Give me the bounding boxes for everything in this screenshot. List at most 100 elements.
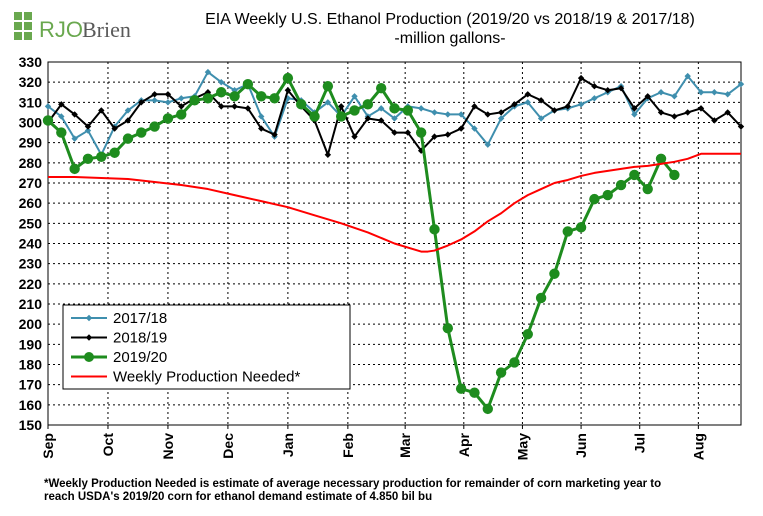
data-point (577, 74, 585, 82)
data-point (564, 103, 571, 110)
x-tick-label: Sep (40, 433, 56, 459)
y-tick-label: 190 (19, 336, 43, 352)
data-point (271, 131, 278, 138)
chart-subtitle: -million gallons- (394, 30, 506, 47)
data-point (631, 105, 638, 112)
y-tick-label: 270 (19, 175, 43, 191)
data-point (471, 103, 478, 110)
data-point (497, 109, 505, 116)
y-tick-label: 160 (19, 397, 43, 413)
data-point (364, 115, 372, 122)
legend-item: Weekly Production Needed* (71, 369, 300, 386)
data-point (216, 87, 227, 98)
data-point (231, 103, 238, 110)
data-point (71, 135, 78, 142)
data-point (591, 83, 598, 90)
x-tick-label: Jun (573, 433, 589, 458)
data-point (42, 115, 54, 126)
data-point (711, 117, 718, 124)
data-point (324, 99, 332, 106)
data-point (549, 268, 560, 279)
data-point (98, 107, 105, 114)
data-point (444, 131, 452, 138)
data-point (497, 115, 505, 122)
series-weekly-production-needed- (48, 152, 741, 253)
data-point (391, 129, 398, 136)
ethanol-production-chart: 150 160 170 180 190 200 210 220 230 240 250 260 270 2… (19, 54, 745, 460)
data-point (335, 111, 347, 122)
data-point (149, 121, 160, 132)
y-tick-label: 310 (19, 94, 43, 110)
y-tick-label: 150 (19, 417, 43, 433)
data-point (671, 113, 678, 120)
legend-swatch-marker (85, 334, 93, 341)
data-point (349, 105, 360, 116)
data-point (684, 72, 691, 80)
data-point (509, 357, 520, 368)
legend-swatch-marker (84, 352, 94, 362)
data-point (56, 127, 67, 138)
data-point (711, 89, 718, 96)
x-tick-label: Jul (632, 433, 648, 453)
x-tick-label: May (514, 433, 530, 460)
data-point (296, 99, 307, 110)
logo-text-rjo: RJO (39, 17, 83, 42)
y-tick-label: 290 (19, 135, 43, 151)
data-point (724, 109, 731, 116)
data-point (615, 179, 627, 191)
data-point (324, 151, 332, 158)
legend-label: 2019/20 (113, 349, 167, 366)
data-point (69, 163, 80, 175)
data-point (617, 85, 625, 92)
data-point (524, 99, 531, 106)
data-point (244, 105, 252, 112)
legend-item: 2017/18 (71, 310, 167, 327)
y-tick-label: 210 (19, 296, 43, 312)
data-point (375, 83, 387, 94)
data-point (82, 153, 94, 164)
data-point (589, 193, 600, 205)
data-point (431, 133, 438, 140)
data-point (602, 189, 613, 201)
data-point (444, 111, 452, 118)
data-point (151, 97, 158, 104)
data-point (204, 68, 212, 76)
data-point (178, 103, 185, 110)
data-point (322, 81, 334, 92)
data-point (429, 224, 440, 235)
data-point (591, 95, 598, 102)
legend-box (62, 304, 351, 390)
data-point (524, 91, 531, 98)
data-point (229, 91, 240, 102)
data-point (44, 103, 52, 110)
data-point (471, 125, 478, 132)
data-point (138, 99, 145, 106)
data-point (417, 105, 425, 112)
data-point (96, 151, 107, 162)
footnote-line-2: reach USDA's 2019/20 corn for ethanol de… (44, 491, 433, 503)
axes: 150 160 170 180 190 200 210 220 230 240 250 260 270 2… (19, 54, 742, 460)
x-tick-label: Dec (220, 433, 236, 459)
data-point (575, 222, 587, 233)
legend-item: 2018/19 (71, 330, 167, 347)
y-tick-label: 250 (19, 215, 43, 231)
data-point (697, 89, 705, 96)
x-tick-label: Jan (280, 433, 296, 457)
footnote: *Weekly Production Needed is estimate of… (44, 478, 754, 504)
data-point (737, 80, 745, 88)
data-point (256, 91, 267, 102)
data-point (655, 153, 667, 164)
data-point (442, 323, 454, 334)
data-point (577, 101, 585, 108)
data-point (484, 141, 491, 148)
data-point (218, 78, 225, 86)
data-point (377, 105, 385, 112)
chart-title: EIA Weekly U.S. Ethanol Production (2019… (205, 11, 695, 28)
x-tick-label: Feb (340, 433, 356, 458)
data-point (684, 109, 691, 116)
data-point (629, 169, 640, 181)
data-point (671, 93, 678, 100)
data-point (389, 103, 400, 114)
data-point (495, 367, 507, 378)
series-line (48, 152, 741, 253)
